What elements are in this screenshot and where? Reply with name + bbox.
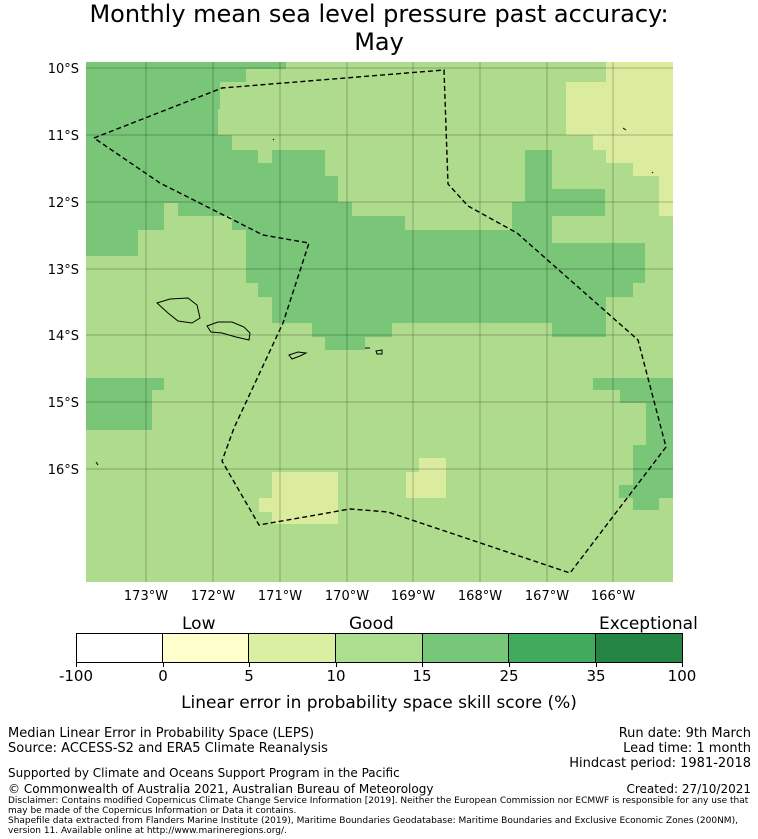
- cb-tick-label: 5: [244, 667, 254, 685]
- lon-label-173w: 173°W: [124, 589, 168, 600]
- lat-label-11s: 11°S: [48, 129, 79, 144]
- lon-label-166w: 166°W: [591, 589, 635, 600]
- colorbar-cell-35-100: [596, 633, 683, 663]
- lat-label-13s: 13°S: [48, 263, 79, 278]
- colorbar-cell-10-15: [336, 633, 423, 663]
- lon-label-167w: 167°W: [525, 589, 569, 600]
- cb-tick-label: 25: [499, 667, 519, 685]
- footer-lead-time: Lead time: 1 month: [623, 741, 751, 756]
- cb-tick-mark: [682, 663, 683, 667]
- footer-method: Median Linear Error in Probability Space…: [8, 726, 315, 741]
- lat-label-12s: 12°S: [48, 196, 79, 211]
- colorbar-cell-5-10: [249, 633, 336, 663]
- skill-region-better: [86, 62, 673, 510]
- cb-tick-label: -100: [58, 667, 94, 685]
- cb-tick-mark: [422, 663, 423, 667]
- cb-tick-label: 0: [158, 667, 168, 685]
- island-upolu: [206, 321, 251, 341]
- eez-boundary: [93, 69, 667, 574]
- cb-tick-mark: [336, 663, 337, 667]
- title-line-1: Monthly mean sea level pressure past acc…: [89, 0, 669, 28]
- footer-shapefile: Shapefile data extracted from Flanders M…: [8, 816, 738, 836]
- footer-created: Created: 27/10/2021: [626, 782, 751, 796]
- cb-tick-label: 35: [586, 667, 606, 685]
- footer-support: Supported by Climate and Oceans Support …: [8, 766, 400, 780]
- gridlines: [86, 62, 673, 582]
- footer-hindcast: Hindcast period: 1981-2018: [569, 756, 751, 771]
- lat-label-14s: 14°S: [48, 329, 79, 344]
- chart-title: Monthly mean sea level pressure past acc…: [0, 0, 758, 56]
- colorbar-cell-0-5: [163, 633, 249, 663]
- cb-tick-mark: [596, 663, 597, 667]
- lat-label-16s: 16°S: [48, 463, 79, 478]
- cb-tick-label: 15: [412, 667, 432, 685]
- footer-source: Source: ACCESS-S2 and ERA5 Climate Reana…: [8, 741, 328, 756]
- cb-tick-mark: [249, 663, 250, 667]
- island-savaii: [156, 297, 201, 324]
- cb-tick-label: 100: [667, 667, 697, 685]
- cb-tick-label: 10: [326, 667, 346, 685]
- colorbar-cell-25-35: [509, 633, 596, 663]
- title-line-2: May: [354, 28, 404, 56]
- lon-label-168w: 168°W: [458, 589, 502, 600]
- lon-label-169w: 169°W: [391, 589, 435, 600]
- legend-good-label: Good: [349, 614, 394, 634]
- skill-map: 10°S 11°S 12°S 13°S 14°S 15°S 16°S 173°W…: [48, 62, 673, 600]
- lat-label-10s: 10°S: [48, 62, 79, 77]
- lon-label-170w: 170°W: [325, 589, 369, 600]
- colorbar-cell-15-25: [423, 633, 509, 663]
- footer-disclaimer: Disclaimer: Contains modified Copernicus…: [8, 796, 749, 816]
- lon-labels: 173°W 172°W 171°W 170°W 169°W 168°W 167°…: [124, 589, 635, 600]
- cb-tick-mark: [163, 663, 164, 667]
- lon-label-172w: 172°W: [191, 589, 235, 600]
- lat-label-15s: 15°S: [48, 396, 79, 411]
- colorbar-cell-neg100-0: [76, 633, 163, 663]
- island-tutuila: [288, 351, 308, 360]
- legend-exceptional-label: Exceptional: [599, 614, 698, 634]
- colorbar: [76, 633, 683, 663]
- island-outlines: [95, 127, 654, 466]
- lat-labels: 10°S 11°S 12°S 13°S 14°S 15°S 16°S: [48, 62, 79, 478]
- footer-run-date: Run date: 9th March: [618, 726, 751, 741]
- cb-tick-mark: [509, 663, 510, 667]
- lon-label-171w: 171°W: [258, 589, 302, 600]
- colorbar-caption: Linear error in probability space skill …: [181, 693, 577, 713]
- skill-region-low: [259, 62, 673, 524]
- cb-tick-mark: [76, 663, 77, 667]
- island-manua: [375, 349, 383, 355]
- legend-low-label: Low: [182, 614, 216, 634]
- footer-copyright: © Commonwealth of Australia 2021, Austra…: [8, 782, 434, 796]
